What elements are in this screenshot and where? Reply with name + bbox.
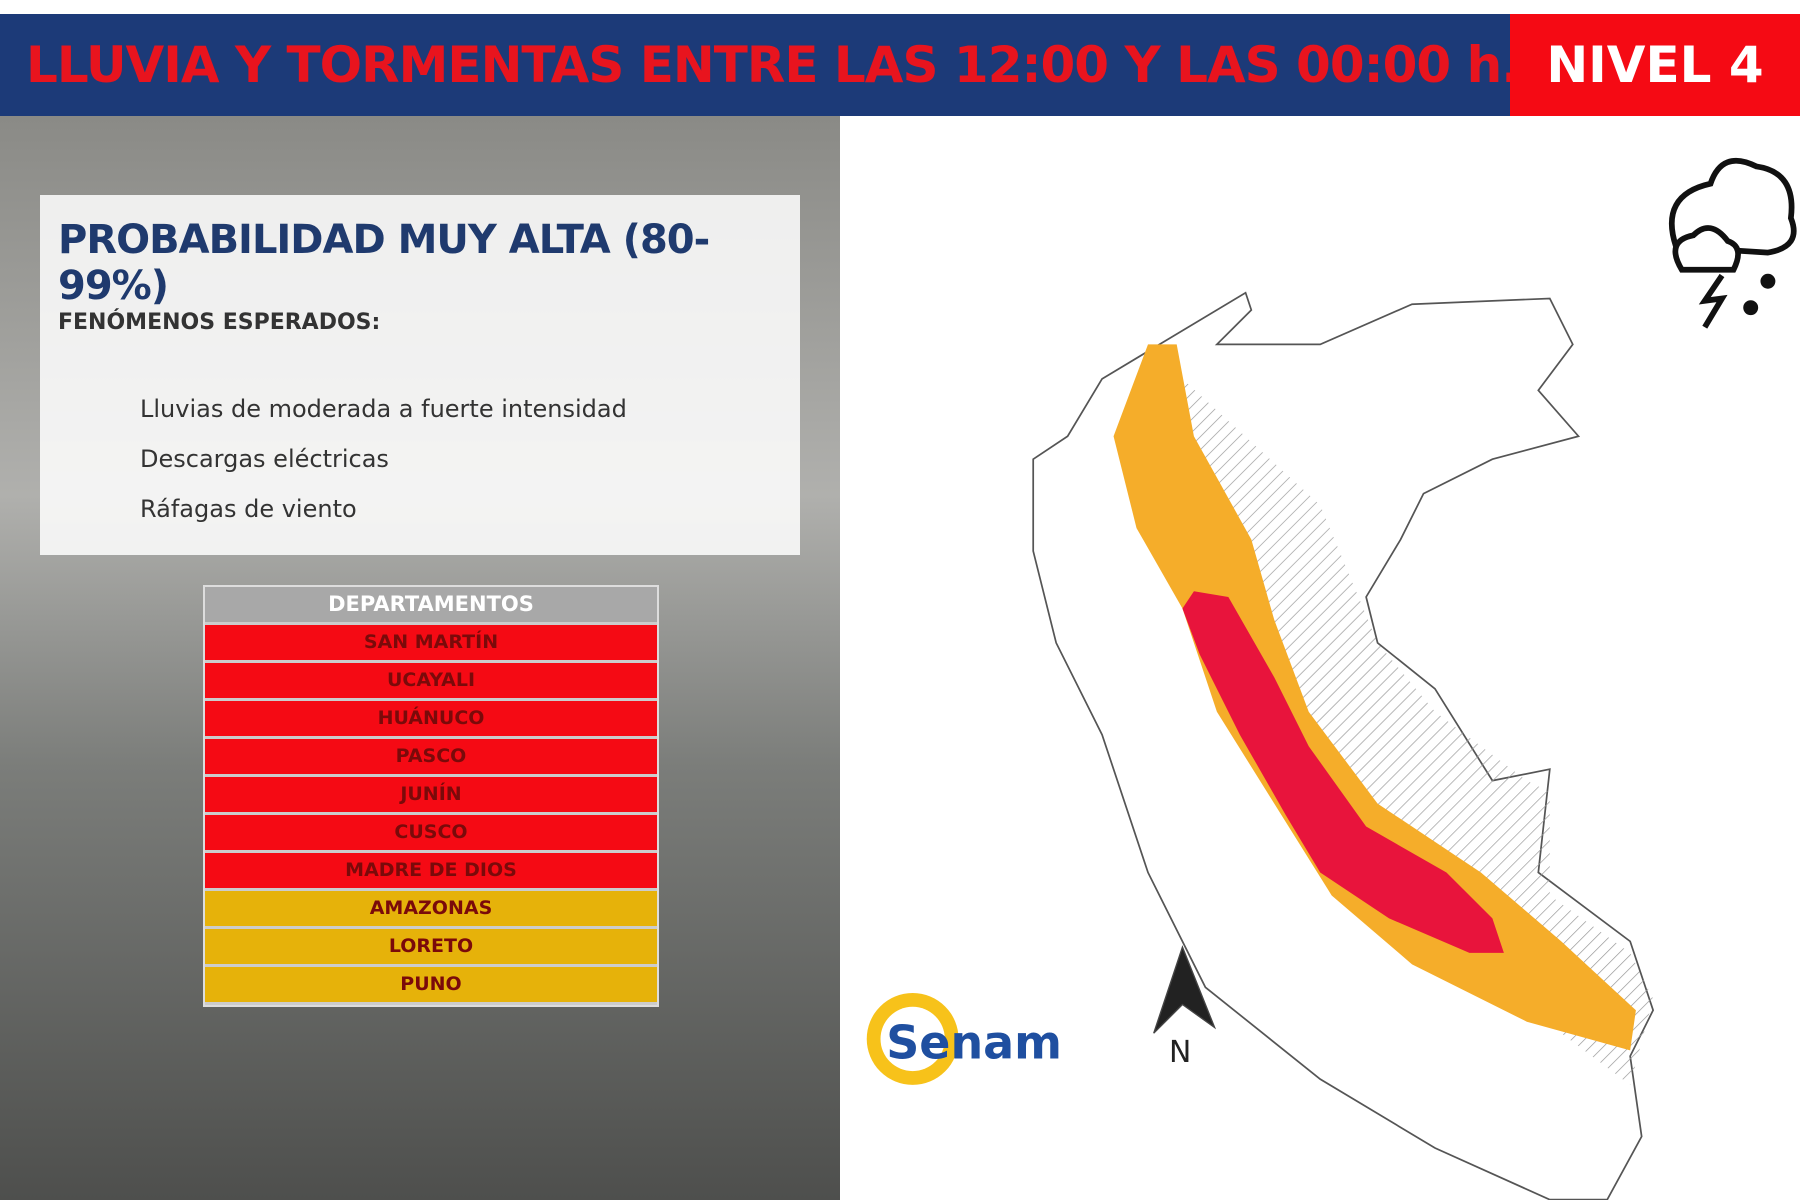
department-row: PASCO <box>205 739 657 774</box>
weather-icon <box>1669 157 1797 329</box>
panel-subtitle: FENÓMENOS ESPERADOS: <box>58 310 381 335</box>
department-row: PUNO <box>205 967 657 1002</box>
phenomenon-item: Descargas eléctricas <box>140 445 389 473</box>
phenomena-list: Lluvias de moderada a fuerte intensidad D… <box>140 395 627 545</box>
department-row: SAN MARTÍN <box>205 625 657 660</box>
north-label: N <box>1169 1035 1191 1070</box>
phenomenon-item: Lluvias de moderada a fuerte intensidad <box>140 395 627 423</box>
compass <box>1153 945 1217 1034</box>
phenomenon-item: Ráfagas de viento <box>140 495 357 523</box>
info-panel: PROBABILIDAD MUY ALTA (80-99%) FENÓMENOS… <box>40 195 800 555</box>
country-outline <box>1032 291 1655 1200</box>
department-row: LORETO <box>205 929 657 964</box>
hatched-zone <box>1182 378 1654 1085</box>
department-row: MADRE DE DIOS <box>205 853 657 888</box>
orange-zone <box>1113 344 1636 1051</box>
logo: Senam <box>866 993 1062 1085</box>
table-header: DEPARTAMENTOS <box>205 587 657 622</box>
department-row: HUÁNUCO <box>205 701 657 736</box>
logo-text: Senam <box>886 1015 1062 1069</box>
alert-level: NIVEL 4 <box>1510 14 1800 116</box>
header-title: LLUVIA Y TORMENTAS ENTRE LAS 12:00 Y LAS… <box>0 14 1520 116</box>
department-row: AMAZONAS <box>205 891 657 926</box>
department-row: CUSCO <box>205 815 657 850</box>
panel-title: PROBABILIDAD MUY ALTA (80-99%) <box>58 217 710 309</box>
department-row: JUNÍN <box>205 777 657 812</box>
department-row: UCAYALI <box>205 663 657 698</box>
red-zone <box>1182 591 1504 953</box>
departments-table: DEPARTAMENTOS SAN MARTÍN UCAYALI HUÁNUCO PA… <box>203 585 659 1007</box>
